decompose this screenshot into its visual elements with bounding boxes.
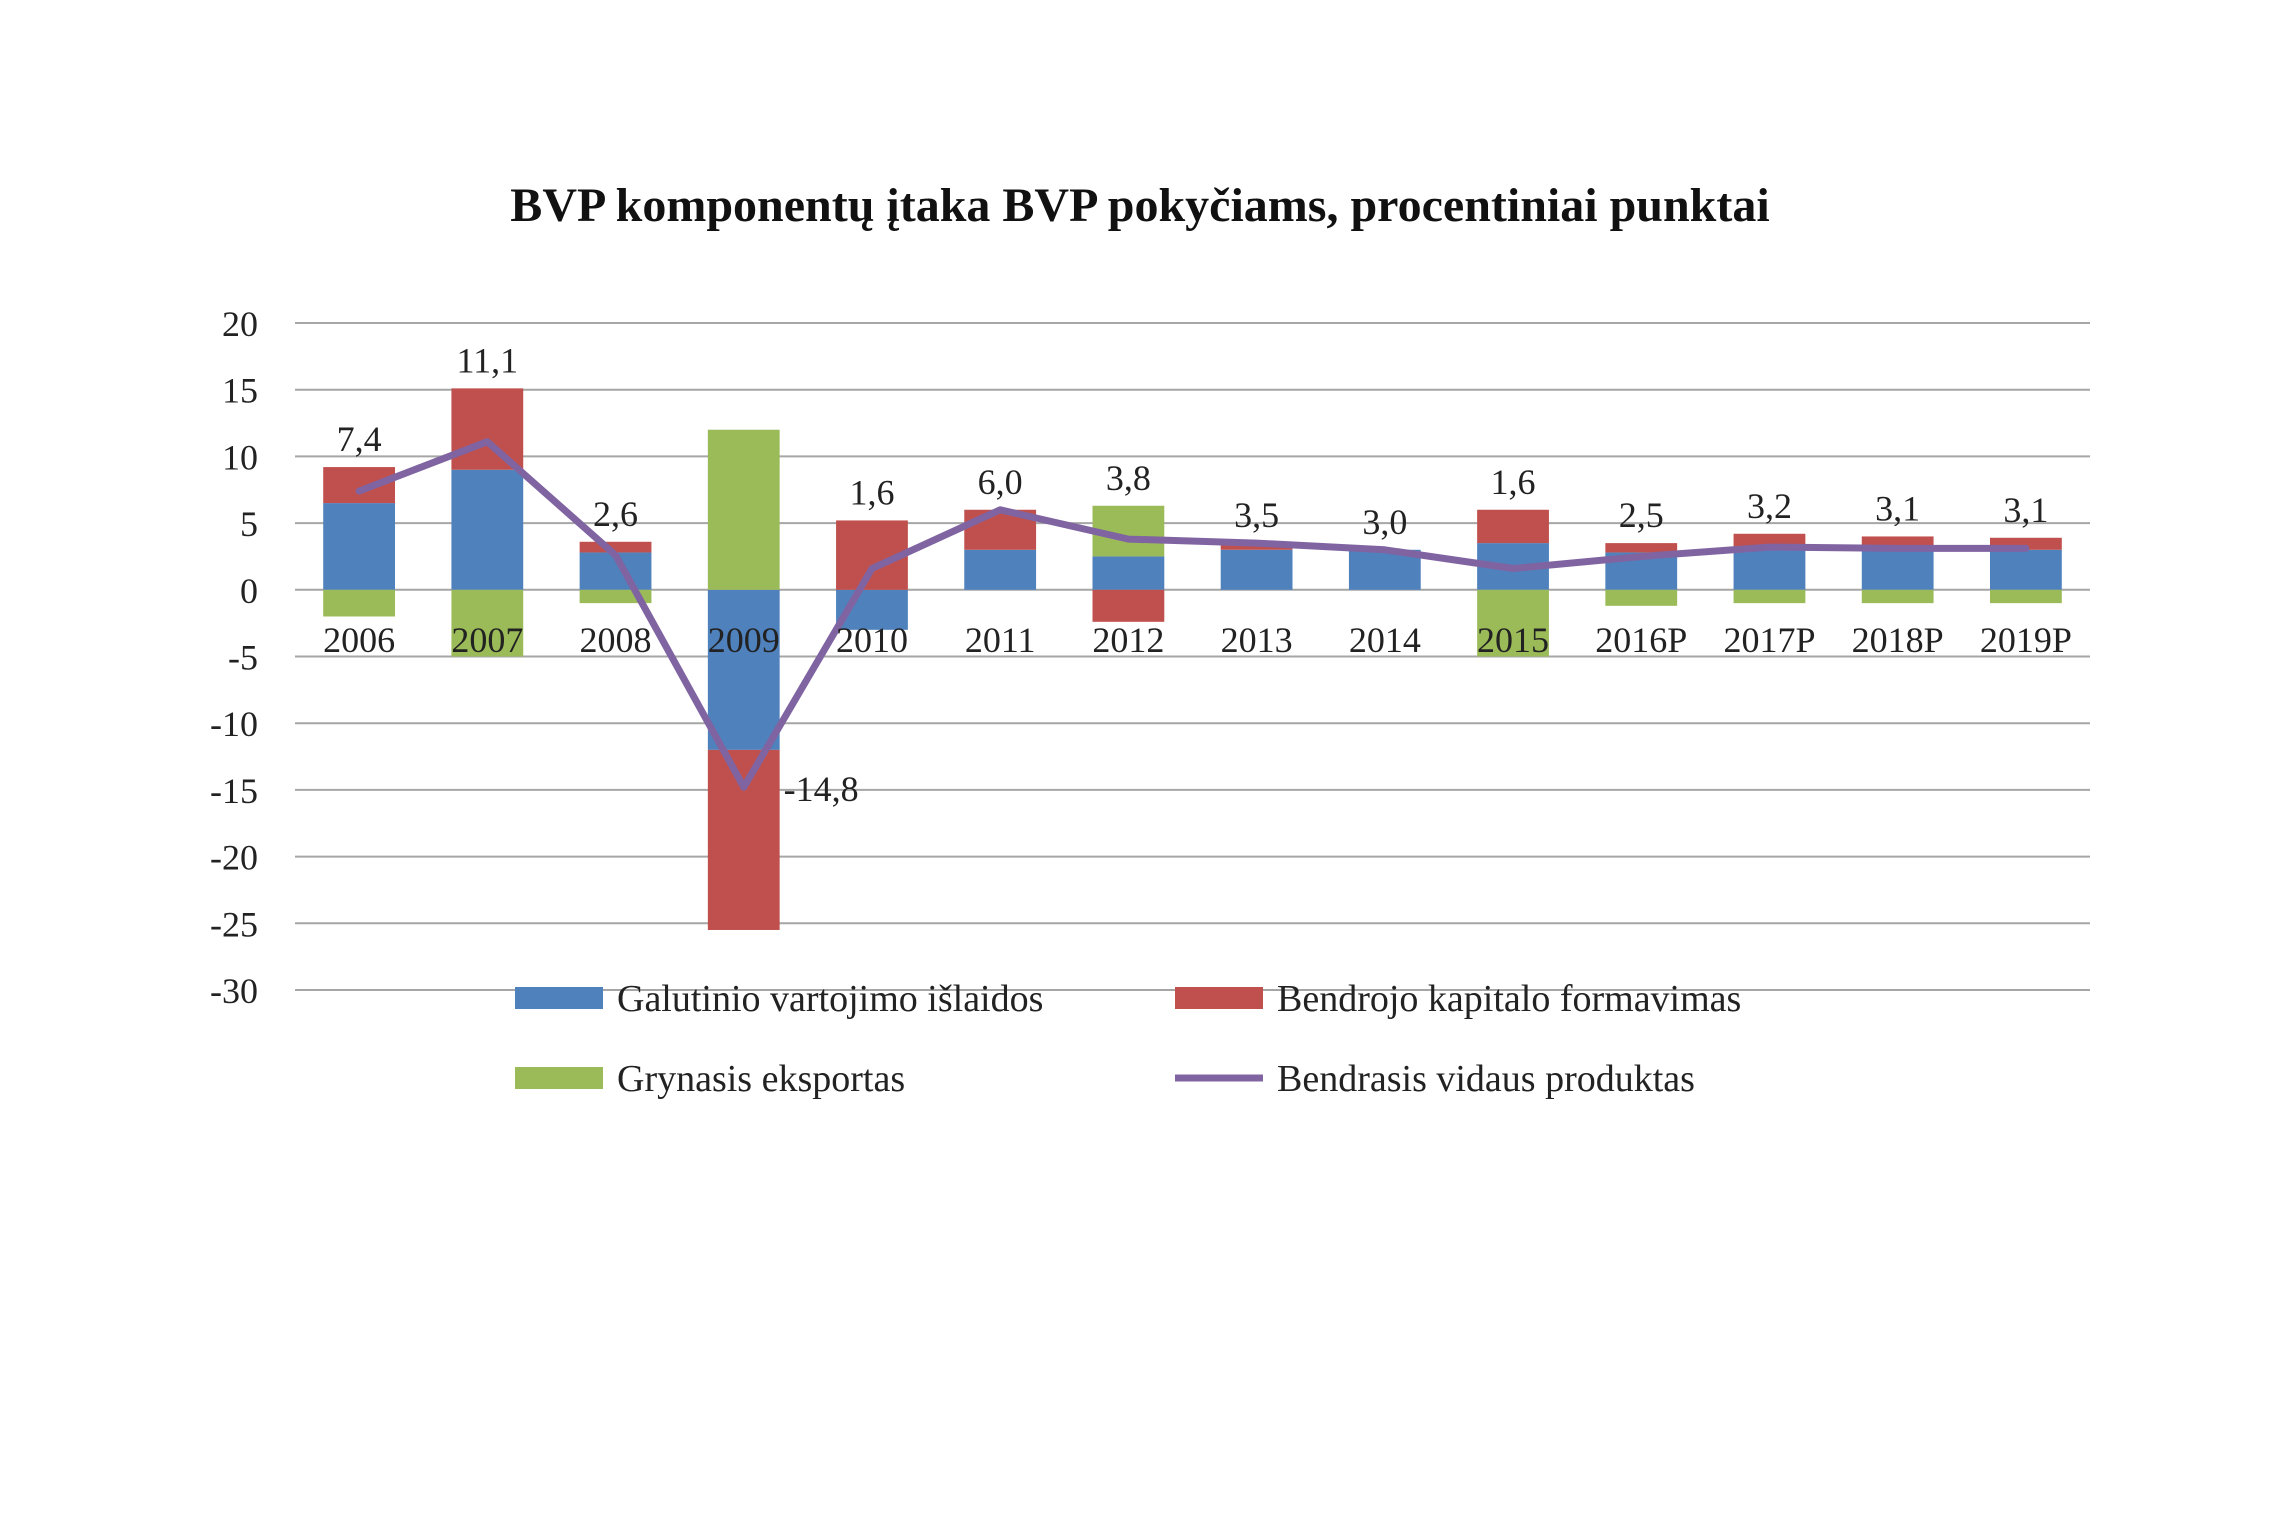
data-label: 3,2 [1747, 486, 1792, 526]
legend-swatch [515, 1067, 603, 1089]
bar-segment [1092, 589, 1165, 622]
bar-segment [1861, 589, 1934, 604]
gdp-point [2024, 547, 2027, 550]
bar-segment [579, 541, 652, 553]
data-label: 2,6 [593, 494, 638, 534]
gdp-point [1255, 542, 1258, 545]
legend-swatch [515, 987, 603, 1009]
bar-segment [1092, 556, 1165, 590]
y-tick-label: 5 [240, 504, 258, 544]
data-label: 1,6 [849, 472, 894, 512]
gdp-point [999, 508, 1002, 511]
data-label: 3,0 [1362, 502, 1407, 542]
x-category-label: 2010 [836, 620, 908, 660]
x-category-label: 2017P [1723, 620, 1815, 660]
data-label: -14,8 [784, 769, 859, 809]
gdp-series-line [355, 438, 2030, 791]
y-tick-label: 15 [222, 371, 258, 411]
legend-label: Bendrasis vidaus produktas [1277, 1058, 1695, 1100]
x-category-label: 2016P [1595, 620, 1687, 660]
gdp-point [358, 490, 361, 493]
bar-segment [1733, 589, 1806, 604]
y-tick-label: -25 [210, 904, 258, 944]
bar-segment [451, 589, 524, 657]
legend-label: Galutinio vartojimo išlaidos [617, 978, 1043, 1020]
x-category-label: 2013 [1221, 620, 1293, 660]
data-labels: 7,4 11,1 2,6 -14,8 1,6 6,0 3,8 3,5 3,0 1,6 2,5 3,2 3… [337, 340, 2049, 809]
legend-swatch [1175, 987, 1263, 1009]
y-tick-label: 10 [222, 437, 258, 477]
y-tick-label: -30 [210, 971, 258, 1011]
bar-segment [1733, 533, 1806, 548]
data-label: 7,4 [337, 419, 382, 459]
bar-segment [1605, 589, 1678, 606]
data-label: 3,1 [1875, 488, 1920, 528]
bar-segment [1861, 548, 1934, 590]
y-tick-label: 20 [222, 304, 258, 344]
y-tick-label: -10 [210, 704, 258, 744]
data-label: 3,5 [1234, 495, 1279, 535]
gdp-point [870, 567, 873, 570]
data-label: 11,1 [456, 340, 518, 380]
gdp-line [355, 438, 2030, 791]
bar-segment [707, 589, 780, 750]
y-tick-label: -5 [228, 638, 258, 678]
gdp-point [742, 786, 745, 789]
gridlines [295, 322, 2090, 991]
bar-segment [1605, 543, 1678, 553]
bar-segment [964, 549, 1037, 590]
bar-segment [451, 388, 524, 470]
gdp-point [486, 440, 489, 443]
x-category-label: 2011 [965, 620, 1036, 660]
bar-segment [323, 589, 396, 617]
x-category-label: 2008 [580, 620, 652, 660]
bar-segment [707, 429, 780, 590]
gdp-point [1383, 548, 1386, 551]
bar-segment [323, 503, 396, 590]
gdp-point [1768, 546, 1771, 549]
x-axis-categories: 2006 2007 2008 2009 2010 2011 2012 2013 2014 2015… [323, 620, 2072, 660]
data-label: 6,0 [978, 462, 1023, 502]
legend-label: Bendrojo kapitalo formavimas [1277, 978, 1741, 1020]
chart-title: BVP komponentų įtaka BVP pokyčiams, proc… [510, 179, 1770, 232]
legend-label: Grynasis eksportas [617, 1058, 905, 1100]
x-category-label: 2006 [323, 620, 395, 660]
x-category-label: 2018P [1852, 620, 1944, 660]
bar-segment [451, 469, 524, 590]
bar-segment [1477, 509, 1549, 544]
data-label: 1,6 [1491, 462, 1536, 502]
legend: Galutinio vartojimo išlaidos Bendrojo kap… [515, 978, 1741, 1100]
x-category-label: 2014 [1349, 620, 1421, 660]
bar-segment [707, 749, 780, 930]
x-category-label: 2009 [708, 620, 780, 660]
y-tick-label: -15 [210, 771, 258, 811]
data-label: 2,5 [1619, 495, 1664, 535]
bar-segment [1989, 589, 2062, 604]
gdp-point [1896, 547, 1899, 550]
bar-segment [1220, 549, 1293, 590]
x-category-label: 2012 [1092, 620, 1164, 660]
y-tick-label: 0 [240, 571, 258, 611]
data-label: 3,1 [2003, 490, 2048, 530]
bar-segment [1733, 547, 1806, 590]
data-label: 3,8 [1106, 458, 1151, 498]
gdp-point [1512, 567, 1515, 570]
y-tick-label: -20 [210, 838, 258, 878]
gdp-point [1640, 555, 1643, 558]
gdp-point [1127, 538, 1130, 541]
x-category-label: 2007 [451, 620, 523, 660]
y-axis-ticks: 20 15 10 5 0 -5 -10 -15 -20 -25 -30 [210, 304, 258, 1011]
bar-segment [1477, 589, 1549, 657]
x-category-label: 2015 [1477, 620, 1549, 660]
gdp-point [614, 554, 617, 557]
bar-segment [1989, 549, 2062, 590]
x-category-label: 2019P [1980, 620, 2072, 660]
